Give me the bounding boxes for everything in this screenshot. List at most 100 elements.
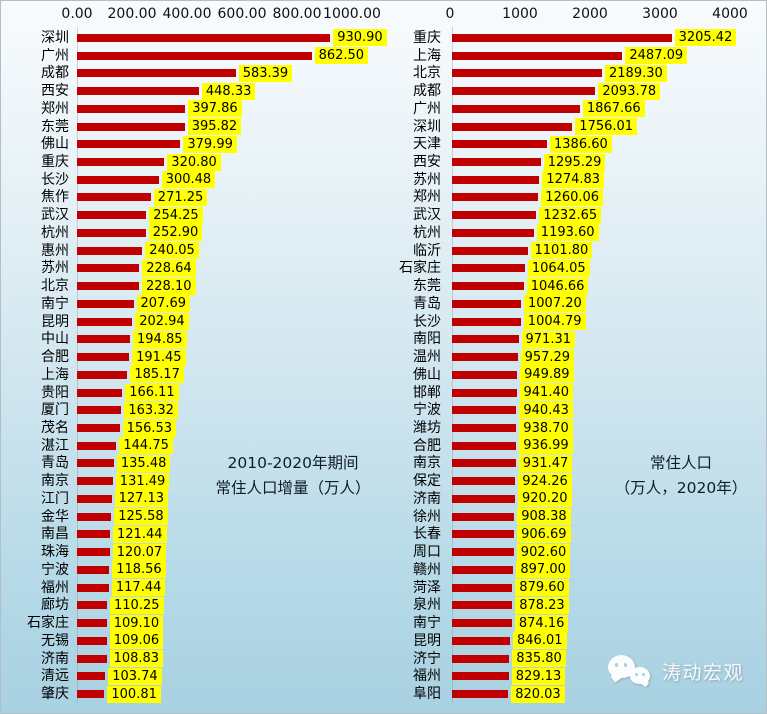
bar-row: 焦作 271.25 <box>1 188 385 207</box>
value-label: 135.48 <box>116 454 171 472</box>
bar <box>452 619 512 628</box>
bar-row: 南京 131.49 <box>1 472 385 490</box>
category-label: 青岛 <box>41 455 69 472</box>
category-label: 湛江 <box>41 437 69 454</box>
value-label: 936.99 <box>519 437 573 455</box>
bar-row: 临沂 1101.80 <box>385 242 766 260</box>
x-axis-tick-label: 200.00 <box>107 6 157 22</box>
value-label: 395.82 <box>187 118 242 136</box>
bar-row: 武汉 254.25 <box>1 206 385 224</box>
bar <box>77 370 128 379</box>
value-label: 1004.79 <box>523 313 586 331</box>
value-label: 103.74 <box>108 667 162 685</box>
category-label: 南昌 <box>41 526 69 543</box>
category-label: 重庆 <box>413 29 441 46</box>
bar <box>452 140 547 149</box>
value-label: 930.90 <box>333 29 387 47</box>
category-label: 石家庄 <box>27 615 69 632</box>
value-label: 271.25 <box>153 188 208 206</box>
x-axis-tick-label: 1000 <box>502 6 538 22</box>
value-label: 109.10 <box>109 614 164 632</box>
category-label: 金华 <box>41 508 69 525</box>
category-label: 中山 <box>41 331 69 348</box>
bar <box>452 530 515 539</box>
category-label: 阜阳 <box>413 686 441 703</box>
bar <box>452 69 602 78</box>
bar <box>77 459 114 468</box>
category-label: 石家庄 <box>399 260 441 277</box>
bar-rows: 重庆 3205.42 上海 2487.09 北京 2189.30 成都 2093.78 广州 18… <box>385 29 766 703</box>
bar-row: 东莞 1046.66 <box>385 277 766 295</box>
value-label: 938.70 <box>519 419 573 437</box>
bar-row: 南宁 874.16 <box>385 614 766 632</box>
value-label: 897.00 <box>516 561 570 579</box>
value-label: 125.58 <box>114 508 168 526</box>
bar-row: 宁波 940.43 <box>385 401 766 419</box>
x-axis-tick-label: 600.00 <box>217 6 267 22</box>
category-label: 郑州 <box>41 100 69 117</box>
bar-row: 深圳 930.90 <box>1 29 387 47</box>
value-label: 906.69 <box>517 525 571 543</box>
bar-rows: 深圳 930.90 广州 862.50 成都 583.39 西安 448.33 郑州 397.86… <box>1 29 387 703</box>
bar-row: 福州 829.13 <box>385 667 766 685</box>
value-label: 240.05 <box>145 242 199 260</box>
bar-row: 温州 957.29 <box>385 348 766 366</box>
value-label: 583.39 <box>238 64 293 82</box>
category-label: 北京 <box>41 278 69 295</box>
value-label: 448.33 <box>201 82 256 100</box>
value-label: 127.13 <box>114 490 169 508</box>
category-label: 济南 <box>413 490 441 507</box>
bar-row: 泉州 878.23 <box>385 596 766 615</box>
bar <box>452 601 513 610</box>
bar-row: 杭州 252.90 <box>1 224 385 242</box>
annotation-line-2: （万人，2020年） <box>614 479 748 497</box>
bar <box>77 264 140 273</box>
value-label: 191.45 <box>132 348 186 366</box>
category-label: 肇庆 <box>41 686 69 703</box>
annotation-line-2: 常住人口增量（万人） <box>215 479 371 497</box>
bar <box>77 51 312 60</box>
bar-row: 邯郸 941.40 <box>385 384 766 402</box>
bar <box>77 158 165 166</box>
bar <box>452 193 539 202</box>
bar-row: 深圳 1756.01 <box>385 118 766 136</box>
value-label: 920.20 <box>518 490 572 508</box>
value-label: 949.89 <box>520 366 574 384</box>
bar <box>77 282 139 291</box>
bar-row: 江门 127.13 <box>1 490 385 508</box>
value-label: 1193.60 <box>536 224 599 242</box>
value-label: 120.07 <box>112 543 167 561</box>
category-label: 潍坊 <box>413 420 441 437</box>
bar-row: 长沙 300.48 <box>1 171 385 189</box>
bar-row: 天津 1386.60 <box>385 135 766 153</box>
wechat-bubble-large <box>607 655 635 678</box>
category-label: 佛山 <box>413 366 441 383</box>
bar <box>452 690 509 699</box>
category-label: 合肥 <box>413 437 441 454</box>
category-label: 焦作 <box>41 189 69 206</box>
category-label: 长沙 <box>413 313 441 330</box>
category-label: 佛山 <box>41 136 69 153</box>
category-label: 济南 <box>41 650 69 667</box>
category-label: 广州 <box>41 47 69 64</box>
bar <box>77 299 134 308</box>
bar <box>452 51 623 60</box>
bar-row: 南宁 207.69 <box>1 295 385 313</box>
bar <box>77 636 107 645</box>
bar <box>77 246 143 255</box>
bar <box>77 175 159 184</box>
category-label: 清远 <box>41 668 69 685</box>
bar-row: 珠海 120.07 <box>1 543 385 561</box>
bar <box>77 228 146 237</box>
category-label: 泉州 <box>413 597 441 614</box>
value-label: 846.01 <box>513 632 567 650</box>
bar-row: 徐州 908.38 <box>385 508 766 526</box>
x-axis-tick-label: 0 <box>445 6 455 22</box>
bar <box>77 477 113 486</box>
bar <box>77 548 110 557</box>
x-axis-tick-label: 400.00 <box>162 6 212 22</box>
category-label: 长沙 <box>41 171 69 188</box>
category-label: 天津 <box>413 136 441 153</box>
value-label: 1101.80 <box>530 242 593 260</box>
bar-row: 贵阳 166.11 <box>1 384 385 402</box>
